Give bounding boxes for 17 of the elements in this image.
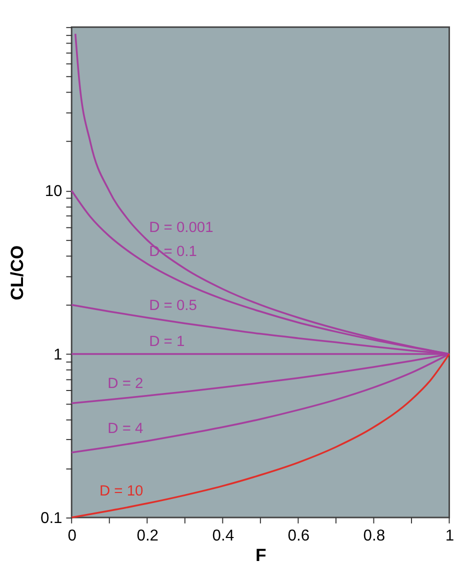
x-tick-label: 0.8 <box>363 528 386 545</box>
x-axis-title: F <box>256 545 267 566</box>
y-axis-title: CL/CO <box>6 245 27 300</box>
series-label: D = 0.5 <box>149 298 197 314</box>
x-tick-label: 0.6 <box>288 528 310 545</box>
y-tick-label: 0.1 <box>40 510 62 527</box>
y-tick-label: 10 <box>44 182 63 200</box>
x-tick-label: 0.4 <box>212 528 234 545</box>
y-tick-label: 1 <box>54 346 62 364</box>
x-tick-label: 0 <box>68 528 77 545</box>
series-label: D = 2 <box>108 376 144 392</box>
series-label: D = 0.001 <box>149 220 214 236</box>
series-label: D = 1 <box>149 334 185 350</box>
x-tick-label: 0.2 <box>136 528 159 545</box>
series-label: D = 10 <box>99 484 144 500</box>
x-tick-label: 1 <box>445 528 454 545</box>
series-label: D = 4 <box>108 421 144 438</box>
